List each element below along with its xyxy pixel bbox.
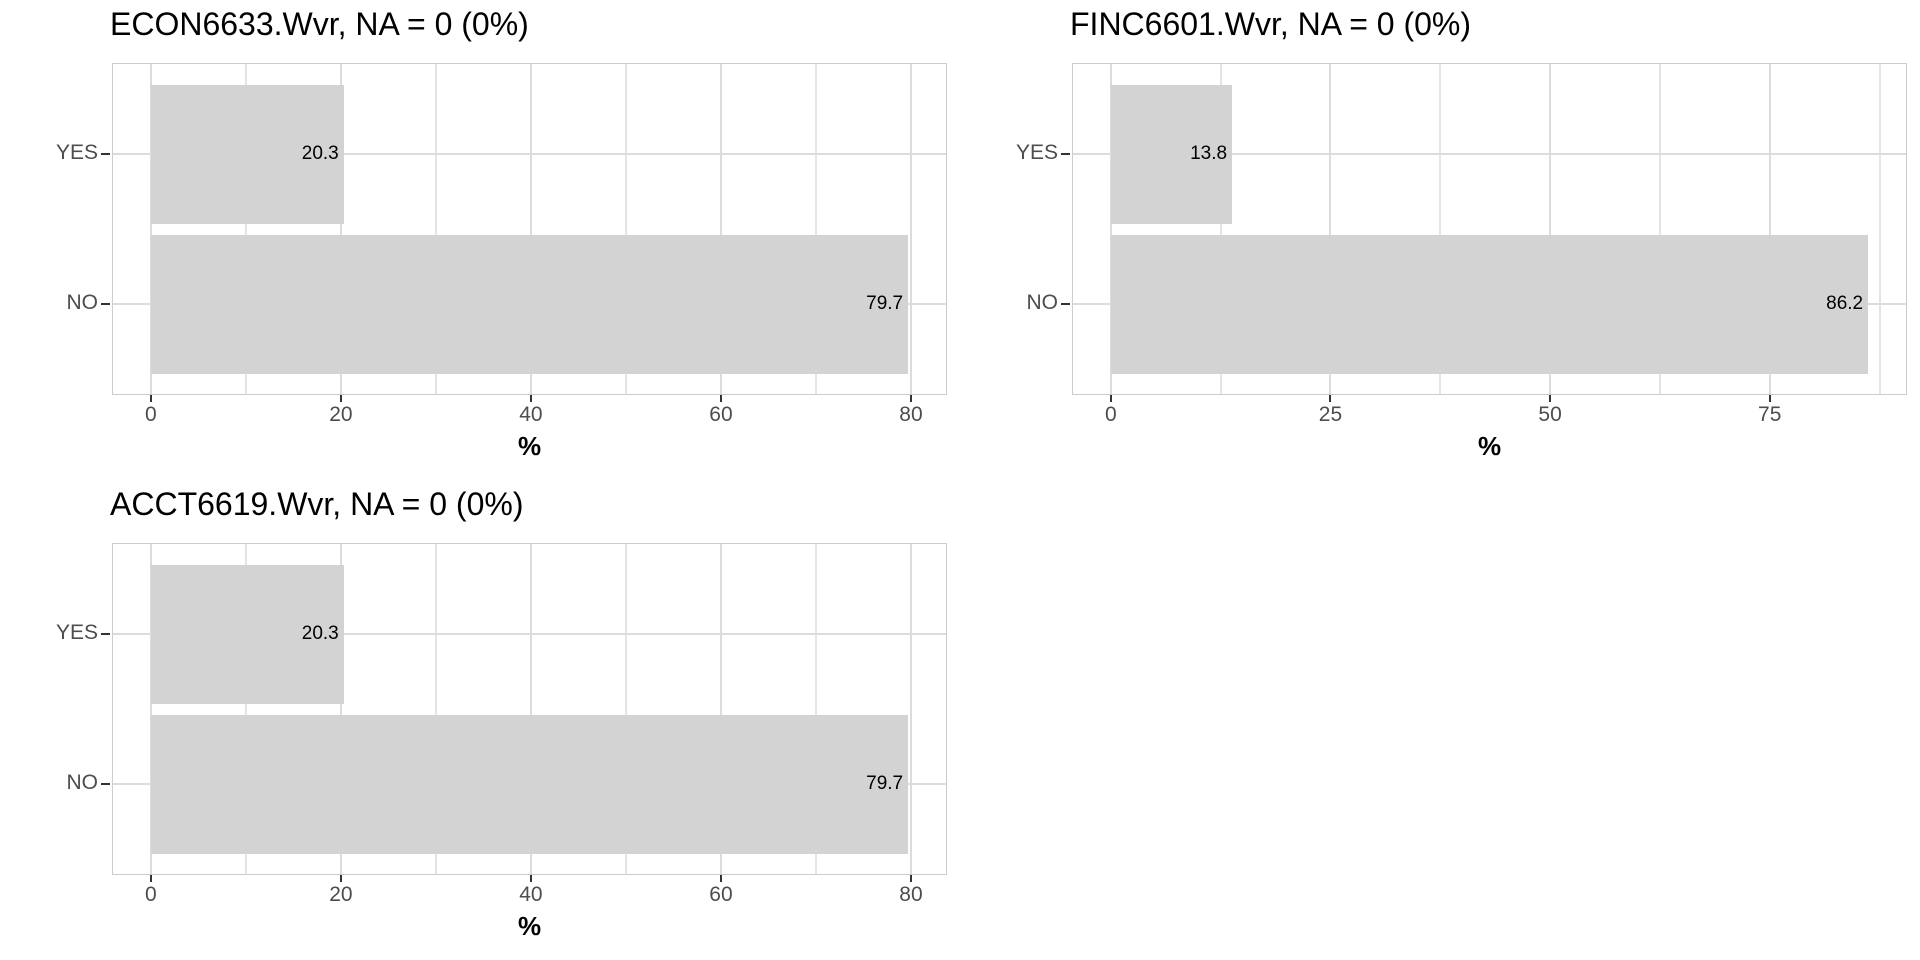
bar (150, 564, 344, 704)
x-tick-mark (1549, 395, 1552, 402)
x-tick-mark (529, 395, 532, 402)
bar-value-label: 86.2 (1826, 293, 1864, 314)
x-tick-mark (149, 875, 152, 882)
y-tick-mark (101, 633, 110, 635)
gridline-major (1329, 64, 1332, 394)
gridline-minor (244, 544, 247, 874)
bar (150, 84, 344, 224)
x-axis-title: % (517, 911, 542, 941)
x-tick-mark (909, 395, 912, 402)
y-tick-label: YES (55, 141, 98, 164)
x-tick-label: 60 (709, 883, 733, 906)
y-tick-mark (1061, 153, 1070, 155)
x-tick-mark (339, 395, 342, 402)
x-tick-label: 60 (709, 403, 733, 426)
gridline-major (339, 64, 342, 394)
chart-finc6601-wvr: FINC6601.Wvr, NA = 0 (0%) 13.8 86.2 % 0 25… (960, 0, 1920, 480)
x-tick-label: 40 (519, 403, 543, 426)
bar-value-label: 20.3 (301, 623, 339, 644)
x-tick-label: 25 (1318, 403, 1343, 426)
y-tick-label: YES (55, 621, 98, 644)
bar (1110, 84, 1233, 224)
plot-panel: 13.8 86.2 (1072, 63, 1907, 395)
gridline-minor (434, 544, 437, 874)
y-tick-mark (101, 783, 110, 785)
gridline-major (1549, 64, 1552, 394)
gridline-minor (244, 64, 247, 394)
x-tick-label: 80 (899, 883, 923, 906)
x-tick-label: 50 (1538, 403, 1562, 426)
gridline-minor (1439, 64, 1442, 394)
x-tick-label: 0 (145, 403, 157, 426)
bar-value-label: 79.7 (866, 773, 904, 794)
bar-value-label: 79.7 (866, 293, 904, 314)
bar-value-label: 13.8 (1190, 143, 1228, 164)
x-tick-mark (1329, 395, 1332, 402)
x-tick-mark (909, 875, 912, 882)
x-tick-mark (719, 395, 722, 402)
y-tick-mark (101, 153, 110, 155)
x-axis-title: % (1477, 431, 1502, 461)
gridline-major (719, 64, 722, 394)
gridline-major (1109, 64, 1112, 394)
x-tick-label: 80 (899, 403, 923, 426)
x-tick-label: 20 (329, 883, 353, 906)
gridline-minor (624, 64, 627, 394)
x-tick-label: 40 (519, 883, 543, 906)
x-tick-label: 0 (1105, 403, 1117, 426)
gridline-major (529, 64, 532, 394)
x-tick-mark (1768, 395, 1771, 402)
gridline-major (719, 544, 722, 874)
gridline-major (909, 544, 912, 874)
y-tick-label: YES (1015, 141, 1058, 164)
plot-panel: 20.3 79.7 (112, 63, 947, 395)
x-tick-label: 75 (1758, 403, 1782, 426)
gridline-major (149, 544, 152, 874)
gridline-major (1768, 64, 1771, 394)
gridline-major (149, 64, 152, 394)
chart-title: ECON6633.Wvr, NA = 0 (0%) (110, 6, 529, 42)
gridline-minor (624, 544, 627, 874)
x-tick-mark (339, 875, 342, 882)
x-tick-mark (1109, 395, 1112, 402)
x-axis-title: % (517, 431, 542, 461)
y-tick-label: NO (1026, 291, 1059, 314)
chart-acct6619-wvr: ACCT6619.Wvr, NA = 0 (0%) 20.3 79.7 % 0 20… (0, 480, 960, 960)
y-tick-mark (1061, 303, 1070, 305)
plot-panel: 20.3 79.7 (112, 543, 947, 875)
gridline-minor (434, 64, 437, 394)
chart-title: ACCT6619.Wvr, NA = 0 (0%) (110, 486, 524, 522)
gridline-category (1073, 153, 1906, 155)
bar (150, 234, 909, 374)
gridline-major (909, 64, 912, 394)
bar (1110, 234, 1869, 374)
y-tick-label: NO (66, 291, 99, 314)
gridline-minor (1878, 64, 1881, 394)
x-tick-label: 20 (329, 403, 353, 426)
chart-econ6633-wvr: ECON6633.Wvr, NA = 0 (0%) 20.3 79.7 % 0 20… (0, 0, 960, 480)
x-tick-mark (149, 395, 152, 402)
gridline-major (339, 544, 342, 874)
gridline-minor (1658, 64, 1661, 394)
gridline-category (113, 633, 946, 635)
y-tick-label: NO (66, 771, 99, 794)
bar (150, 714, 909, 854)
gridline-category (113, 153, 946, 155)
chart-title: FINC6601.Wvr, NA = 0 (0%) (1070, 6, 1472, 42)
gridline-minor (814, 544, 817, 874)
y-tick-mark (101, 303, 110, 305)
bar-value-label: 20.3 (301, 143, 339, 164)
gridline-major (529, 544, 532, 874)
gridline-minor (814, 64, 817, 394)
x-tick-label: 0 (145, 883, 157, 906)
gridline-minor (1219, 64, 1222, 394)
x-tick-mark (529, 875, 532, 882)
x-tick-mark (719, 875, 722, 882)
